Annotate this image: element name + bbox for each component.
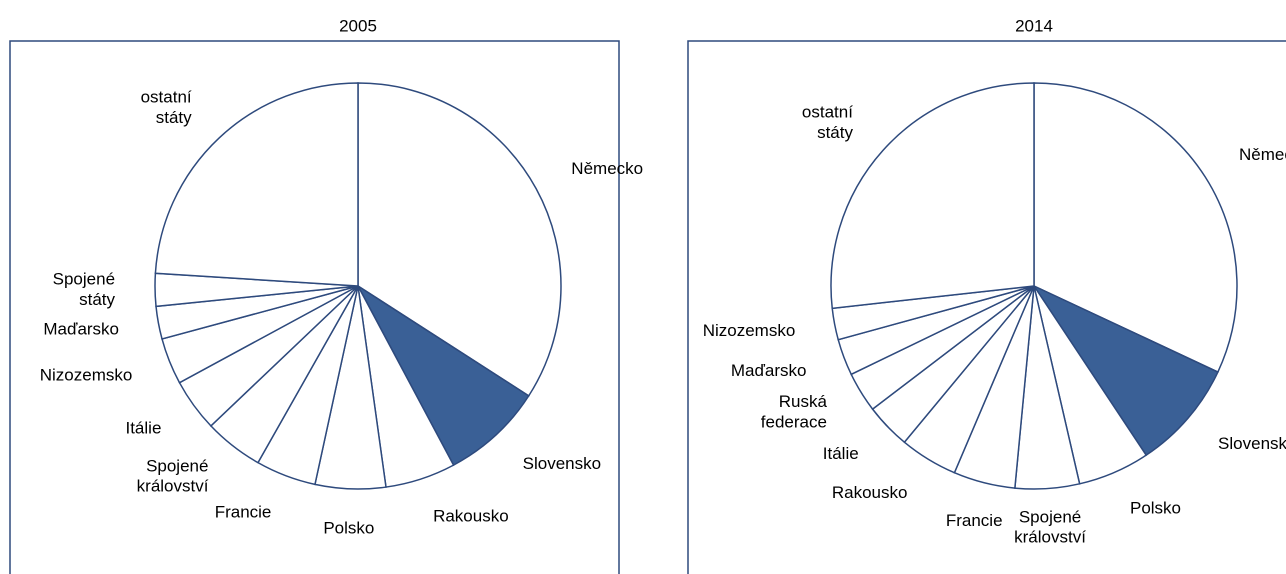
slice-label: Itálie [823,444,859,463]
slice-label: Polsko [323,518,374,537]
slice-label: Slovensko [1218,434,1286,453]
pie-slice [355,283,530,467]
slice-label: Maďarsko [43,320,119,339]
slice-label: Itálie [125,418,161,437]
slice-label: Ruská federace [761,392,828,431]
slice-label: Spojené království [1014,508,1086,547]
pie-slice [1033,82,1238,374]
slice-label: Rakousko [433,507,509,526]
slice-label: Slovensko [523,454,601,473]
pie-slice [830,82,1035,310]
chart-title: 2005 [339,16,377,35]
slice-label: Francie [946,511,1003,530]
slice-label: ostatní státy [141,88,193,127]
slice-label: ostatní státy [802,103,854,142]
slice-label: Maďarsko [731,361,807,380]
pie-slice [357,82,562,397]
pie-slice [1031,284,1219,457]
chart-title: 2014 [1015,16,1053,35]
slice-label: Spojené království [137,457,209,496]
slice-label: Nizozemsko [703,321,796,340]
slice-label: Polsko [1130,499,1181,518]
slice-label: Německo [571,159,643,178]
panel-frame [9,40,620,574]
slice-label: Spojené státy [53,270,116,309]
slice-label: Rakousko [832,483,908,502]
slice-label: Německo [1239,145,1286,164]
slice-label: Nizozemsko [40,366,133,385]
pie-slice [154,82,359,287]
panel-frame [687,40,1286,574]
slice-label: Francie [215,503,272,522]
